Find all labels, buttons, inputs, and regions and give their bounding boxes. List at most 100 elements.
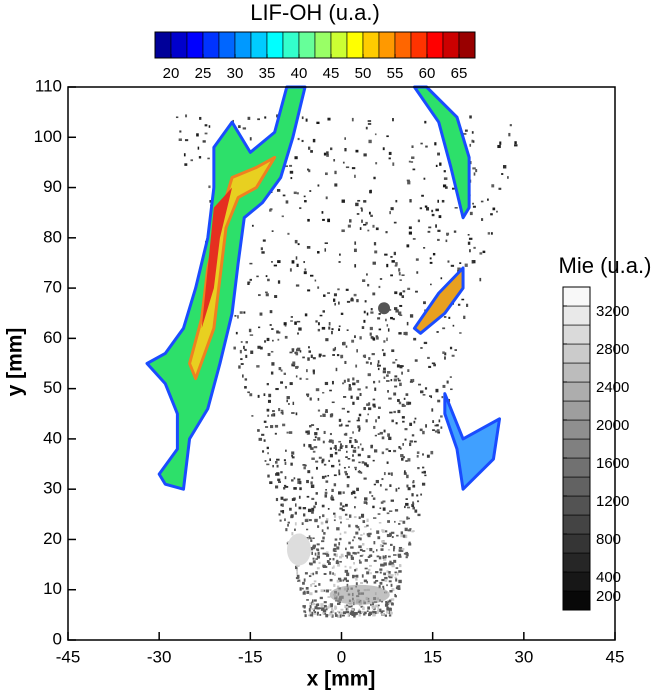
mie-speck: [204, 124, 208, 127]
mie-speck: [312, 602, 316, 606]
mie-speck: [363, 310, 366, 314]
mie-speck: [303, 607, 306, 609]
mie-speck: [366, 610, 369, 612]
mie-speck: [499, 141, 502, 145]
mie-speck: [421, 471, 424, 474]
mie-speck: [298, 495, 301, 499]
mie-speck: [441, 396, 444, 399]
mie-speck: [405, 556, 408, 559]
mie-speck: [409, 440, 414, 443]
mie-speck: [394, 375, 398, 378]
mie-speck: [353, 293, 357, 297]
mie-speck: [390, 598, 395, 601]
mie-speck: [322, 536, 325, 540]
mie-speck: [317, 322, 320, 326]
mie-speck: [364, 462, 368, 466]
mie-speck: [309, 614, 313, 617]
mie-speck: [272, 413, 274, 416]
mie-speck: [472, 167, 476, 170]
mie-speck: [378, 380, 381, 383]
mie-speck: [386, 374, 389, 377]
mie-speck: [359, 443, 362, 446]
mie-speck: [317, 286, 320, 289]
mie-speck: [308, 444, 312, 448]
mie-speck: [442, 327, 446, 330]
mie-speck: [326, 606, 330, 609]
mie-speck: [389, 411, 393, 414]
mie-speck: [352, 574, 355, 579]
mie-speck: [368, 139, 372, 144]
colorbar-segment: [562, 590, 591, 611]
mie-speck: [339, 537, 342, 541]
mie-speck: [310, 354, 313, 358]
mie-speck: [311, 611, 315, 615]
mie-speck: [327, 218, 331, 223]
mie-speck: [243, 311, 246, 314]
colorbar-frame: [562, 286, 591, 611]
mie-speck: [472, 260, 476, 264]
mie-speck: [352, 551, 356, 555]
mie-speck: [344, 569, 349, 573]
mie-speck: [380, 611, 384, 614]
mie-speck: [407, 506, 410, 509]
mie-speck: [325, 520, 328, 524]
mie-speck: [398, 579, 402, 584]
mie-speck: [315, 466, 318, 470]
mie-speck: [390, 316, 393, 320]
mie-speck: [366, 533, 370, 535]
mie-speck: [370, 572, 372, 575]
mie-speck: [352, 401, 355, 405]
colorbar-segment: [394, 31, 412, 59]
mie-speck: [443, 316, 447, 318]
mie-speck: [442, 184, 447, 188]
mie-speck: [388, 157, 391, 160]
mie-speck: [272, 410, 275, 413]
mie-speck: [391, 260, 395, 263]
mie-speck: [358, 613, 361, 617]
mie-speck: [338, 301, 340, 305]
mie-speck: [344, 137, 346, 140]
mie-speck: [384, 578, 388, 582]
mie-speck: [375, 335, 378, 338]
mie-speck: [271, 261, 273, 263]
mie-speck: [276, 458, 280, 461]
mie-speck: [403, 534, 408, 539]
x-tick-label: -15: [238, 647, 263, 666]
mie-speck: [390, 472, 393, 476]
mie-speck: [432, 429, 435, 432]
mie-speck: [354, 438, 357, 441]
mie-speck: [445, 186, 448, 189]
mie-speck: [251, 224, 254, 227]
mie-speck: [395, 578, 398, 582]
mie-speck: [405, 502, 409, 506]
mie-speck: [345, 473, 348, 476]
mie-speck: [305, 378, 309, 380]
mie-speck: [449, 376, 452, 378]
mie-speck: [423, 301, 426, 305]
mie-speck: [238, 365, 241, 369]
mie-speck: [355, 577, 358, 581]
mie-speck: [345, 166, 350, 169]
mie-speck: [420, 347, 423, 349]
mie-speck: [282, 194, 286, 197]
mie-speck: [402, 456, 405, 459]
mie-speck: [367, 556, 371, 559]
mie-speck: [294, 511, 297, 515]
mie-speck: [403, 552, 407, 555]
mie-speck: [381, 478, 384, 481]
colorbar-tick-label: 50: [355, 65, 372, 82]
mie-speck: [319, 614, 322, 616]
mie-speck: [277, 478, 281, 482]
mie-speck: [469, 143, 472, 147]
mie-speck: [359, 392, 362, 397]
colorbar-frame: [154, 31, 476, 59]
mie-speck: [302, 581, 305, 585]
mie-speck: [345, 345, 348, 348]
mie-speck: [363, 501, 368, 504]
mie-speck: [306, 245, 311, 249]
mie-speck: [373, 425, 376, 429]
mie-speck: [370, 444, 373, 449]
mie-speck: [359, 548, 363, 552]
mie-speck: [274, 432, 277, 435]
mie-speck: [303, 466, 306, 470]
